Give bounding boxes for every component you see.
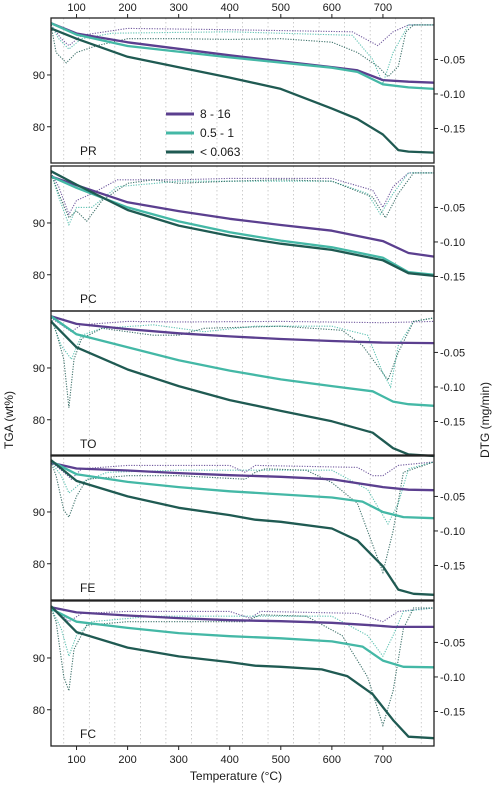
tga-tick-label: 90 xyxy=(33,70,45,82)
data-layer xyxy=(50,22,435,740)
x-tick-label-bottom: 300 xyxy=(169,754,187,766)
tga-curve xyxy=(50,606,434,629)
x-tick-label-top: 100 xyxy=(67,2,85,14)
text-layer: 100 200 300 400 500 600 700 100 200 300 400 500 600 7… xyxy=(33,2,465,766)
dtg-curve xyxy=(50,172,434,223)
tga-curve xyxy=(50,605,435,740)
dtg-tick-label: -0.15 xyxy=(440,123,465,135)
tga-tick-label: 90 xyxy=(33,363,45,375)
dtg-tick-label: -0.05 xyxy=(440,491,465,503)
dtg-curve xyxy=(50,317,435,389)
tga-tick-label: 80 xyxy=(33,122,45,134)
dtg-curve xyxy=(50,461,435,480)
legend-label: 8 - 16 xyxy=(200,107,231,121)
tga-tick-label: 90 xyxy=(33,218,45,230)
x-tick-label-top: 700 xyxy=(374,2,392,14)
x-tick-label-bottom: 200 xyxy=(118,754,136,766)
panel-label: FE xyxy=(80,581,95,595)
tga-curve xyxy=(50,460,435,520)
x-tick-label-bottom: 600 xyxy=(323,754,341,766)
x-tick-label-top: 300 xyxy=(169,2,187,14)
dtg-curve xyxy=(50,607,435,658)
tga-curve xyxy=(50,175,435,258)
panel-label: TO xyxy=(80,437,96,451)
dtg-tick-label: -0.05 xyxy=(440,202,465,214)
tga-tick-label: 80 xyxy=(33,415,45,427)
dtg-curve xyxy=(50,607,434,728)
dtg-curve xyxy=(50,24,434,78)
legend: 8 - 16 0.5 - 1 < 0.063 xyxy=(166,107,241,159)
tga-tick-label: 90 xyxy=(33,507,45,519)
tga-curve xyxy=(50,170,435,277)
dtg-curve xyxy=(50,461,435,526)
dtg-tick-label: -0.10 xyxy=(440,382,465,394)
x-tick-label-bottom: 400 xyxy=(221,754,239,766)
panel-label: PR xyxy=(80,144,97,158)
x-tick-label-top: 500 xyxy=(272,2,290,14)
dtg-tick-label: -0.05 xyxy=(440,637,465,649)
tga-curve xyxy=(50,22,435,91)
tga-curve xyxy=(50,27,435,154)
panel-frame-to xyxy=(50,310,435,457)
tga-curve xyxy=(50,607,435,669)
tga-tick-label: 80 xyxy=(33,559,45,571)
dtg-tick-label: -0.15 xyxy=(440,271,465,283)
legend-label: < 0.063 xyxy=(200,145,241,159)
dtg-curve xyxy=(50,317,435,408)
tga-curve xyxy=(50,315,435,407)
panel-label: PC xyxy=(80,292,97,306)
tga-tick-label: 80 xyxy=(33,270,45,282)
dtg-tick-label: -0.05 xyxy=(440,54,465,66)
legend-label: 0.5 - 1 xyxy=(200,126,234,140)
dtg-curve xyxy=(50,461,435,575)
panel-frame-fe xyxy=(50,454,435,601)
dtg-tick-label: -0.10 xyxy=(440,526,465,538)
x-tick-label-top: 400 xyxy=(221,2,239,14)
dtg-tick-label: -0.10 xyxy=(440,89,465,101)
dtg-tick-label: -0.15 xyxy=(440,560,465,572)
dtg-curve xyxy=(50,607,435,623)
x-tick-label-top: 600 xyxy=(323,2,341,14)
x-tick-label-top: 200 xyxy=(118,2,136,14)
panel-frame-fc xyxy=(50,600,435,747)
tga-tick-label: 80 xyxy=(33,705,45,717)
dtg-curve xyxy=(50,24,434,86)
tga-curve xyxy=(50,461,435,492)
dtg-tick-label: -0.05 xyxy=(440,347,465,359)
dtg-curve xyxy=(50,172,434,216)
tga-tick-label: 90 xyxy=(33,653,45,665)
tga-curve xyxy=(50,320,435,458)
panel-label: FC xyxy=(80,727,96,741)
y-axis-title-right: DTG (mg/min) xyxy=(478,382,492,458)
x-tick-label-bottom: 500 xyxy=(272,754,290,766)
dtg-tick-label: -0.10 xyxy=(440,237,465,249)
tga-curve xyxy=(50,315,435,345)
x-tick-label-bottom: 100 xyxy=(67,754,85,766)
dtg-tick-label: -0.15 xyxy=(440,706,465,718)
frame-layer xyxy=(47,14,438,750)
dtg-tick-label: -0.10 xyxy=(440,672,465,684)
y-axis-title-left: TGA (wt%) xyxy=(2,391,16,449)
dtg-curve xyxy=(50,317,435,333)
dtg-tick-label: -0.15 xyxy=(440,416,465,428)
panel-frame-pr xyxy=(50,17,435,164)
tga-curve xyxy=(50,459,435,596)
x-tick-label-bottom: 700 xyxy=(374,754,392,766)
dtg-curve xyxy=(50,172,434,227)
x-axis-title: Temperature (°C) xyxy=(190,769,282,783)
dtg-curve xyxy=(50,24,434,47)
